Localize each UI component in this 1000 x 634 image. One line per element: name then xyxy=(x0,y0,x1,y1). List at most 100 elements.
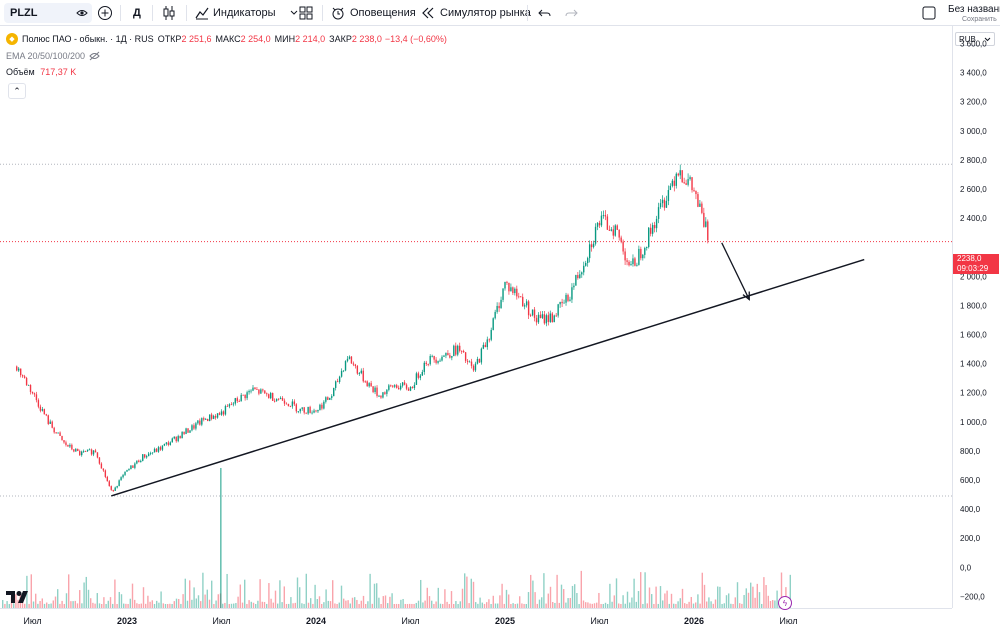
volume-bar xyxy=(268,583,270,608)
candle-body xyxy=(663,199,666,208)
symbol-search[interactable]: PLZL xyxy=(4,3,92,23)
volume-bar xyxy=(248,600,250,608)
time-scale-label: 2025 xyxy=(495,616,515,626)
candle-body xyxy=(228,404,231,407)
alerts-button[interactable]: Оповещения xyxy=(331,3,416,23)
candle-body xyxy=(63,440,65,443)
candle-body xyxy=(457,345,459,355)
volume-bar xyxy=(239,584,241,608)
undo-button[interactable] xyxy=(538,3,552,23)
volume-bar xyxy=(112,603,114,608)
add-circle-icon xyxy=(97,5,113,21)
volume-bar xyxy=(541,597,543,608)
candle-body xyxy=(191,425,193,431)
candle-body xyxy=(350,356,353,364)
candle-body xyxy=(110,486,112,490)
replay-button[interactable]: Симулятор рынка xyxy=(421,3,531,23)
volume-bar xyxy=(15,594,17,608)
currency-selector[interactable]: RUB xyxy=(955,32,995,46)
collapse-legend-button[interactable]: ⌃ xyxy=(8,83,26,99)
interval-button[interactable]: Д xyxy=(133,7,141,19)
candle-body xyxy=(65,442,67,445)
volume-bar xyxy=(74,600,76,608)
volume-bar xyxy=(631,597,633,608)
candle-body xyxy=(295,404,298,412)
bar-countdown: 09:03:29 xyxy=(957,264,989,273)
volume-bar xyxy=(59,603,61,608)
candle-body xyxy=(161,445,164,450)
volume-bar xyxy=(640,572,642,608)
volume-bar xyxy=(576,592,578,608)
fullscreen-button[interactable] xyxy=(922,3,936,23)
lightning-icon[interactable]: ϟ xyxy=(778,596,792,610)
candle-body xyxy=(273,400,276,402)
volume-value: 717,37 K xyxy=(40,67,77,77)
price-chart-pane[interactable] xyxy=(0,26,952,608)
volume-bar xyxy=(789,574,791,608)
watchlist-eye-icon[interactable] xyxy=(76,7,88,19)
candle-body xyxy=(399,385,402,390)
indicators-button[interactable]: Индикаторы xyxy=(195,3,298,23)
price-scale[interactable] xyxy=(952,26,1000,608)
candle-body xyxy=(27,385,30,386)
legend-title[interactable]: Полюс ПАО - обыкн. · 1Д · RUS xyxy=(22,34,154,44)
candle-body xyxy=(459,345,461,351)
volume-bar xyxy=(217,594,219,608)
candle-body xyxy=(86,449,89,452)
layouts-button[interactable] xyxy=(299,3,313,23)
volume-bar xyxy=(171,603,173,608)
volume-bar xyxy=(411,603,413,608)
candle-body xyxy=(693,190,695,191)
candle-body xyxy=(181,431,183,439)
chart-type-button[interactable] xyxy=(162,3,176,23)
candle-body xyxy=(364,381,366,383)
volume-bar xyxy=(105,603,107,608)
candle-body xyxy=(474,363,477,371)
volume-legend[interactable]: Объём 717,37 K xyxy=(6,67,76,77)
volume-bar xyxy=(472,581,475,608)
volume-bar xyxy=(138,603,140,608)
candle-body xyxy=(57,432,59,434)
candle-body xyxy=(183,431,185,434)
candle-body xyxy=(244,394,246,399)
volume-bar xyxy=(626,591,629,608)
hidden-eye-icon[interactable] xyxy=(89,51,100,61)
volume-bar xyxy=(483,603,486,608)
volume-bar xyxy=(85,576,87,608)
volume-bar xyxy=(675,603,677,608)
price-scale-label: 0,0 xyxy=(960,563,972,572)
volume-bar xyxy=(101,604,103,608)
candle-body xyxy=(557,304,559,316)
compare-button[interactable] xyxy=(97,3,113,23)
candle-body xyxy=(256,389,258,390)
last-price-tag: 2238,0 09:03:29 xyxy=(953,254,999,274)
tradingview-logo-icon[interactable] xyxy=(6,590,32,609)
ema-legend[interactable]: EMA 20/50/100/200 xyxy=(6,51,100,61)
volume-bar xyxy=(415,602,417,608)
volume-bar xyxy=(756,583,758,608)
volume-bar xyxy=(290,597,292,608)
volume-bar xyxy=(193,587,195,608)
volume-bar xyxy=(4,603,6,608)
candle-body xyxy=(563,302,565,304)
volume-label: Объём xyxy=(6,67,35,77)
volume-bar xyxy=(736,582,739,608)
volume-bar xyxy=(695,602,697,608)
volume-bar xyxy=(497,603,499,608)
redo-button[interactable] xyxy=(564,3,578,23)
volume-bar xyxy=(692,603,695,608)
volume-bar xyxy=(365,603,367,608)
candle-body xyxy=(685,183,687,185)
candle-body xyxy=(307,406,309,414)
candle-body xyxy=(201,418,203,425)
candle-body xyxy=(81,451,83,456)
time-scale[interactable] xyxy=(0,608,952,634)
volume-bar xyxy=(776,590,778,608)
volume-bar xyxy=(6,601,8,608)
candle-body xyxy=(352,363,355,365)
layout-title[interactable]: Без названи xyxy=(948,4,1000,15)
volume-bar xyxy=(21,598,24,608)
volume-bar xyxy=(422,602,424,608)
candle-body xyxy=(218,413,221,415)
candle-body xyxy=(242,394,244,396)
